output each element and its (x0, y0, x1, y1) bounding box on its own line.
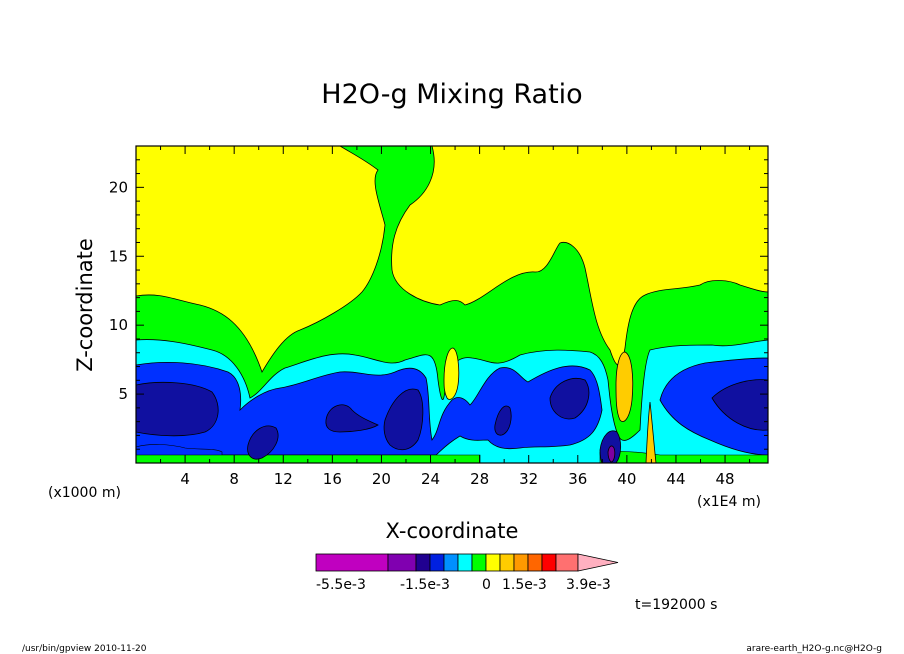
colorbar-segment (527, 553, 543, 572)
y-tick-label: 20 (109, 178, 128, 196)
navy-core-left (136, 381, 219, 437)
blue-region (136, 362, 603, 456)
y-axis-label: Z-coordinate (73, 238, 97, 372)
navy-core-x35 (549, 378, 590, 420)
x-axis: 4 8 12 16 20 24 28 32 36 40 44 48 (160, 146, 751, 488)
colorbar-label: 0 (482, 577, 491, 593)
colorbar-segment (443, 553, 459, 572)
x-unit-right: (x1E4 m) (697, 494, 761, 510)
colorbar-segment (387, 553, 417, 572)
time-label: t=192000 s (635, 597, 717, 613)
colorbar-label: 3.9e-3 (566, 577, 611, 593)
x-tick-label: 4 (180, 470, 190, 488)
navy-core-x29 (494, 405, 512, 436)
yellow-pocket-x26 (443, 347, 460, 400)
x-tick-label: 36 (568, 470, 587, 488)
colorbar-segment (499, 553, 515, 572)
x-tick-label: 16 (323, 470, 342, 488)
purple-core-x38 (607, 445, 616, 463)
x-tick-label: 32 (519, 470, 538, 488)
colorbar-labels: -5.5e-3 -1.5e-3 0 1.5e-3 3.9e-3 (316, 577, 611, 593)
x-tick-label: 48 (716, 470, 735, 488)
colorbar-segment (415, 553, 431, 572)
colorbar-label: -5.5e-3 (316, 577, 366, 593)
x-tick-label: 12 (274, 470, 293, 488)
x-axis-label: X-coordinate (386, 519, 519, 543)
colorbar-segment (315, 553, 389, 572)
navy-core-x15 (325, 404, 379, 433)
x-tick-label: 24 (421, 470, 440, 488)
colorbar-segment (457, 553, 473, 572)
y-tick-label: 10 (109, 316, 128, 334)
y-tick-label: 5 (118, 385, 128, 403)
orange-pocket-x40 (615, 351, 634, 422)
chart-title: H2O-g Mixing Ratio (321, 79, 582, 110)
footer-right: arare-earth_H2O-g.nc@H2O-g (746, 644, 882, 654)
y-tick-label: 15 (109, 247, 128, 265)
x-tick-label: 28 (470, 470, 489, 488)
navy-core-x10 (247, 425, 279, 460)
x-tick-label: 20 (372, 470, 391, 488)
navy-core-x22 (383, 388, 424, 451)
colorbar-segment (429, 553, 445, 572)
plume-x42 (645, 401, 657, 463)
colorbar-segment (541, 553, 557, 572)
navy-core-right (711, 379, 768, 431)
colorbar-arrow (577, 553, 619, 572)
contour-field (136, 146, 768, 463)
colorbar-segment (485, 553, 501, 572)
colorbar (315, 553, 619, 572)
plot-frame (135, 145, 769, 464)
colorbar-segment (471, 553, 487, 572)
x-tick-label: 44 (666, 470, 685, 488)
y-axis: 5 10 15 20 (109, 159, 768, 450)
footer-left: /usr/bin/gpview 2010-11-20 (22, 644, 147, 654)
x-tick-label: 40 (617, 470, 636, 488)
colorbar-segment (555, 553, 579, 572)
colorbar-label: 1.5e-3 (502, 577, 547, 593)
x-tick-label: 8 (229, 470, 239, 488)
colorbar-segment (513, 553, 529, 572)
x-unit-left: (x1000 m) (48, 485, 121, 501)
colorbar-label: -1.5e-3 (400, 577, 450, 593)
